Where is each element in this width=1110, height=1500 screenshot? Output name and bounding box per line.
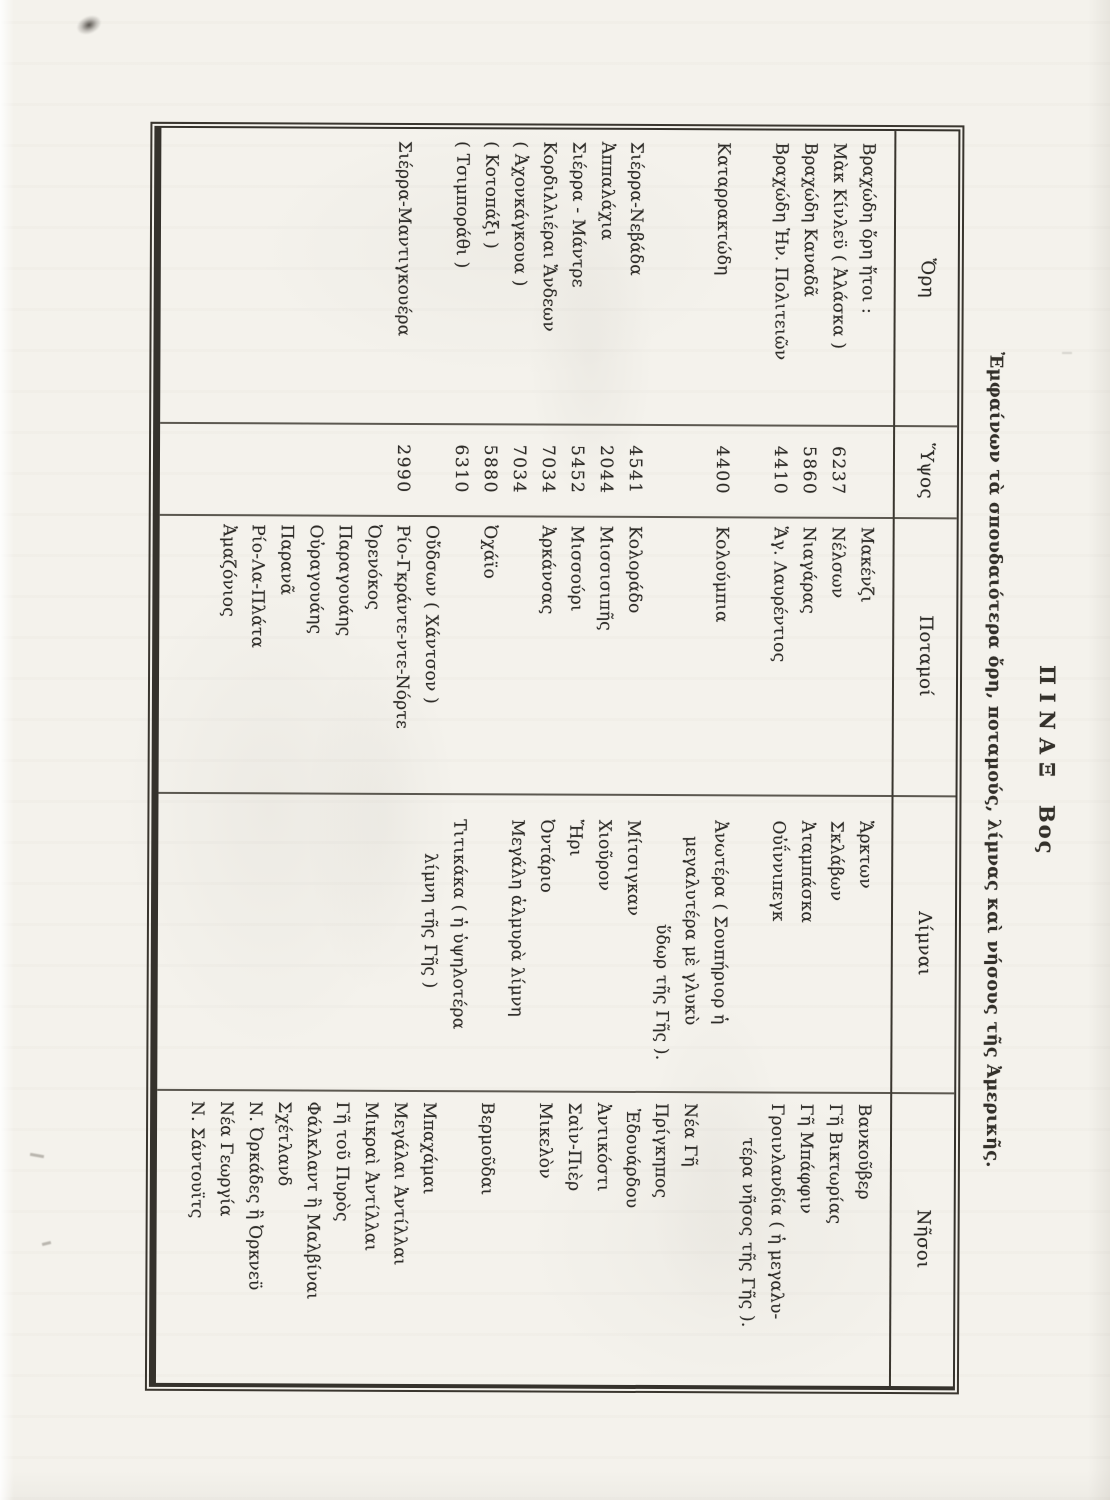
table-cell-r5-c5: τέρα νῆσος τῆς Γῆς ).	[737, 1137, 759, 1328]
table-cell-r1-c3: Μακένζι	[856, 526, 877, 603]
table-cell-r14-c5: Βερμοῦδαι	[476, 1102, 498, 1196]
table-cell-r11-c2: 5452	[566, 444, 588, 495]
table-cell-r8-c4: ὕδωρ τῆς Γῆς ).	[651, 924, 672, 1061]
header-mountains: Ὄρη	[916, 258, 938, 299]
table-cell-r18-c5: Μικραὶ Ἀντίλλαι	[360, 1101, 382, 1252]
table-cell-r18-c3: Ὀρενόκος	[363, 524, 384, 611]
table-cell-r13-c2: 7034	[508, 444, 530, 495]
table-cell-r6-c1: Καταρρακτώδη	[712, 142, 734, 276]
table-cell-r4-c1: Βραχώδη Ἡν. Πολιτειῶν	[770, 142, 792, 361]
table-title-word: ΠΙΝΑΞ	[1034, 664, 1061, 785]
table-cell-r9-c5: Ἐδουάρδου	[621, 1108, 643, 1209]
table-cell-r4-c5: Γροινλανδία ( ἡ μεγαλυ-	[766, 1103, 788, 1320]
scan-speck	[1062, 352, 1072, 354]
table-cell-r12-c2: 7034	[537, 444, 559, 495]
table-cell-r8-c5: Πρίγκηπος	[650, 1103, 672, 1199]
table-cell-r9-c4: Μίτσιγκαν	[622, 819, 644, 917]
table-cell-r21-c5: Σχέτλανδ	[273, 1101, 295, 1187]
header-rivers: Ποταμοί	[914, 615, 937, 698]
header-lakes: Λίμναι	[913, 911, 936, 977]
table-cell-r3-c1: Βραχώδη Καναδᾶ	[799, 142, 821, 298]
table-cell-r19-c3: Παραγουάης	[334, 524, 355, 637]
table-cell-r9-c2: 4541	[624, 445, 646, 495]
table-title-number: Βος	[1034, 804, 1060, 856]
table-cell-r14-c1: ( Κοτοπάξι )	[480, 141, 502, 250]
table-cell-r12-c5: Μικελὸν	[534, 1102, 556, 1179]
header-height: Ὕψος	[915, 443, 938, 500]
table-cell-r16-c3: Οὔδσων ( Χάντσον )	[420, 524, 442, 704]
table-cell-r6-c3: Κολούμπια	[711, 526, 732, 623]
page-subtitle: Ἐμφαίνων τὰ σπουδαιότερα ὄρη, ποταμούς, …	[981, 352, 1006, 1168]
table-cell-r4-c2: 4410	[769, 445, 791, 496]
header-islands: Νῆσοι	[912, 1209, 934, 1269]
table-cell-r11-c4: Ἤρι	[565, 819, 586, 857]
table-cell-r24-c5: Ν. Σάντουϊτς	[186, 1100, 208, 1219]
table-cell-r16-c5: Μπαχάμαι	[418, 1101, 440, 1195]
table-cell-r3-c3: Νιαγάρας	[798, 526, 819, 614]
table-cell-r11-c5: Σαὶν-Πιὲρ	[563, 1102, 585, 1192]
table-cell-r1-c1: Βραχώδη ὄρη ἤτοι :	[857, 142, 879, 314]
table-cell-r2-c4: Σκλάβων	[826, 820, 847, 902]
table-cell-r12-c1: Κορδιλλιέραι Ἄνδεων	[538, 141, 560, 332]
table-cell-r10-c3: Μισσισιπῆς	[595, 525, 616, 631]
table-cell-r17-c5: Μεγάλαι Ἀντίλλαι	[389, 1101, 411, 1266]
table-cell-r10-c1: Ἀππαλάχια	[596, 141, 618, 241]
table-cell-r6-c2: 4400	[711, 445, 733, 495]
table-cell-r14-c2: 5880	[479, 444, 501, 494]
table-cell-r6-c4: Ἀνωτέρα ( Σουπήριορ ἡ	[709, 820, 731, 1025]
table-cell-r20-c3: Οὐραγουάης	[305, 524, 326, 635]
table-cell-r13-c1: ( Ἀχονκάγκουα )	[509, 141, 531, 287]
table-cell-r7-c4: μεγαλυτέρα μὲ γλυκὺ	[680, 836, 702, 1026]
table-cell-r2-c3: Νέλσων	[827, 526, 848, 599]
table-body-grid: Βραχώδη ὄρη ἤτοι : Μὰκ Κίνλεϋ ( Ἀλάσκα ) Β…	[181, 128, 894, 1386]
table-cell-r11-c3: Μισσούρι	[566, 525, 587, 612]
table-cell-r3-c2: 5860	[798, 446, 820, 496]
table-cell-r4-c4: Οὐΐννιπεγκ	[767, 820, 789, 922]
table-cell-r2-c1: Μὰκ Κίνλεϋ ( Ἀλάσκα )	[828, 142, 850, 350]
page-title: ΠΙΝΑΞ Βος	[1032, 130, 1063, 1391]
table-cell-r15-c2: 6310	[450, 444, 472, 494]
table-cell-r11-c1: Σιέρρα - Μάντρε	[567, 141, 589, 288]
table-cell-r14-c3: Ὀχάϊο	[479, 525, 500, 579]
table-cell-r13-c4: Μεγάλη ἁλμυρὰ λίμνη	[506, 819, 528, 1018]
table-cell-r10-c2: 2044	[595, 445, 617, 495]
table-cell-r23-c5: Νέα Γεωργία	[215, 1101, 237, 1217]
table-header-row: Ὄρη Ὕψος Ποταμοί Λίμναι Νῆσοι	[888, 131, 959, 1387]
table-cell-r10-c5: Ἀντικόστι	[592, 1102, 614, 1192]
table-cell-r2-c2: 6237	[827, 446, 849, 496]
table-cell-r21-c3: Παρανᾶ	[276, 524, 297, 596]
table-cell-r1-c4: Ἄρκτων	[855, 820, 876, 889]
table-cell-r20-c5: Φάλκλαντ ἢ Μαλβίναι	[302, 1101, 324, 1300]
table-cell-r3-c5: Γῆ Μπάφφιν	[795, 1103, 817, 1214]
table-cell-r16-c4: λίμνη τῆς Γῆς )	[419, 852, 441, 989]
table-cell-r17-c3: Ρίο-Γκράντε-ντε-Νόρτε	[391, 524, 413, 730]
table-cell-r9-c1: Σιέρρα-Νεβάδα	[625, 141, 647, 276]
table-cell-r1-c5: Βανκοῦβερ	[853, 1103, 875, 1200]
table-cell-r23-c3: Ἀμαζόνιος	[218, 524, 239, 618]
table-frame: Ὄρη Ὕψος Ποταμοί Λίμναι Νῆσοι Βραχώδη ὄρ…	[146, 119, 963, 1397]
table-cell-r2-c5: Γῆ Βικτωρίας	[824, 1103, 846, 1225]
table-cell-r12-c4: Ὀντάριο	[536, 819, 557, 894]
table-cell-r19-c5: Γῆ τοῦ Πυρὸς	[331, 1101, 353, 1222]
table-cell-r22-c5: Ν. Ὀρκάδες ἢ Ὀρκνεϋ	[244, 1101, 266, 1291]
table-cell-r9-c3: Κολοράδο	[624, 525, 645, 614]
table-cell-r3-c4: Ἀταμπάσκα	[796, 820, 818, 924]
table-cell-r15-c1: ( Τσιμποράθι )	[451, 141, 473, 269]
table-cell-r10-c4: Χιοῦρον	[594, 819, 615, 892]
table-cell-r17-c1: Σιέρρα-Μαντιγκουέρα	[393, 140, 415, 337]
table-cell-r12-c3: Ἀρκάνσας	[537, 525, 558, 615]
table-cell-r7-c5: Νέα Γῆ	[679, 1103, 701, 1167]
table-cell-r17-c2: 2990	[392, 444, 414, 494]
table-cell-r15-c4: Τιτικάκα ( ἡ ὑψηλοτέρα	[448, 819, 470, 1030]
table-cell-r22-c3: Ρίο-Λα-Πλάτα	[247, 524, 268, 649]
table-cell-r4-c3: Ἅγ. Λαυρέντιος	[769, 526, 790, 663]
